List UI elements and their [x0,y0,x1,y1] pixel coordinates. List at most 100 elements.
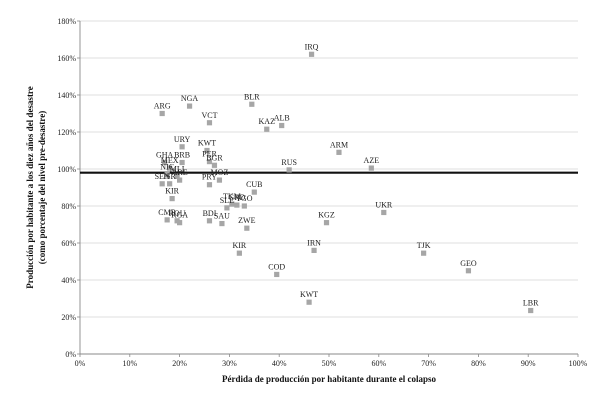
data-label: ROU [169,209,186,218]
y-axis-title-line-2: (como porcentaje del nivel pre-desastre) [37,111,47,264]
data-label: VCT [201,111,217,120]
data-label: AZE [364,156,380,165]
y-axis-title-line-1: Producción por habitante a los diez años… [25,86,35,289]
data-label: SEN [155,172,170,181]
data-point [167,165,173,171]
data-label: BLR [244,92,260,101]
data-label: COD [268,262,285,271]
data-label: ZWE [238,216,255,225]
data-label: KGZ [318,211,335,220]
data-label: RUS [281,158,297,167]
data-point [219,220,225,227]
data-points [159,51,534,314]
data-point [206,218,213,224]
data-label: KWT [198,139,216,148]
y-tick-label: 100% [57,165,76,174]
axes [77,20,579,357]
data-point [249,101,255,107]
data-point [229,201,235,207]
data-label: KIR [165,187,179,196]
x-tick-label: 90% [521,359,536,368]
x-tick-label: 80% [471,359,486,368]
data-label: ARM [330,140,348,149]
data-point [241,203,247,209]
data-label: URY [174,135,191,144]
data-point [234,202,240,208]
y-tick-label: 180% [57,17,76,26]
data-point [186,103,193,109]
data-label: MLI [170,164,185,173]
data-label: RGA [171,211,188,220]
data-point [206,159,213,165]
data-label: GRD [228,193,245,202]
data-label: IRQ [305,42,319,51]
data-point [264,126,270,132]
data-label: TGO [236,194,253,203]
data-point [174,173,180,179]
data-point [244,225,250,231]
data-point [211,162,218,168]
data-label: IRN [307,238,321,247]
data-label: CMR [158,208,176,217]
data-point [421,250,427,256]
data-label: GHA [156,151,174,160]
y-tick-label: 160% [57,54,76,63]
data-point [381,209,387,216]
data-label: KIR [232,241,246,250]
data-point [286,167,292,173]
data-point [306,299,312,305]
data-point [336,149,342,155]
data-label: ISR [163,172,176,181]
x-tick-label: 40% [272,359,287,368]
data-point [169,196,175,202]
data-label: BRB [174,151,190,160]
tick-labels: 0% 20% 40% 60% 80% 100% 120% 140% 160% 180% 0% 10% 2… [57,17,587,368]
grid-lines [80,20,578,318]
data-label: ARE [172,168,188,177]
data-point [204,147,210,154]
data-label: MEX [161,156,179,165]
data-point [528,307,534,314]
x-axis-title: Pérdida de producción por habitante dura… [222,374,436,384]
data-label: KWT [300,290,318,299]
data-label: BDI [203,209,217,218]
y-tick-label: 120% [57,128,76,137]
data-label: SLE [220,196,234,205]
y-tick-label: 20% [61,313,76,322]
x-tick-label: 20% [172,359,187,368]
y-tick-label: 40% [61,276,76,285]
data-point [162,159,168,166]
data-label: TJK [417,241,431,250]
x-tick-label: 100% [569,359,588,368]
x-tick-label: 50% [322,359,337,368]
data-point [167,181,173,187]
data-label: MOZ [211,168,229,177]
x-tick-label: 60% [371,359,386,368]
data-point [164,171,170,178]
data-point [308,51,315,57]
data-point [251,189,257,195]
data-point [164,217,170,223]
data-point [216,177,223,183]
data-point [159,110,165,117]
y-tick-label: 140% [57,91,76,100]
data-label: UKR [375,200,393,209]
x-tick-label: 70% [421,359,436,368]
data-point [179,144,185,150]
data-label: CUB [246,180,262,189]
data-point [323,220,330,226]
y-tick-label: 80% [61,202,76,211]
data-label: NGA [181,94,199,103]
y-tick-label: 60% [61,239,76,248]
data-label: NIC [160,163,174,172]
data-label: SAU [214,212,230,221]
data-label: PER [202,150,217,159]
data-label: KAZ [259,117,276,126]
data-point [279,122,285,129]
data-point [206,182,213,188]
data-label: TKM [223,192,241,201]
data-label: PRY [202,173,217,182]
